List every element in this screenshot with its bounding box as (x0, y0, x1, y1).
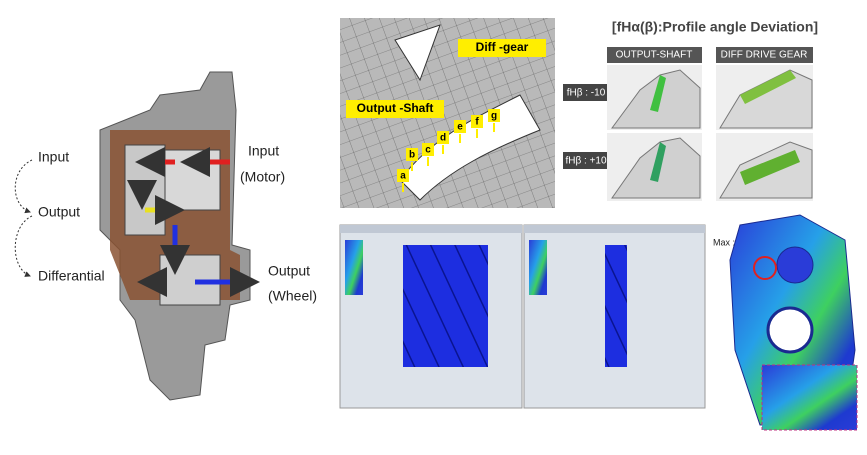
gearbox-input: Input (248, 143, 279, 159)
profile: [fHα(β):Profile angle Deviation] OUTPUT-… (563, 19, 818, 201)
diff-gear-label: Diff -gear (476, 40, 529, 54)
output-shaft-label: Output -Shaft (357, 101, 434, 115)
point-tag (422, 143, 434, 156)
point-tag (406, 148, 418, 161)
max-label: Max : (713, 237, 735, 247)
point-tag (437, 131, 449, 144)
point-label: g (491, 111, 497, 122)
column-label: OUTPUT-SHAFT (616, 50, 693, 61)
point-tag (488, 109, 500, 122)
point-label: b (409, 150, 415, 161)
gearbox-output-sub: (Wheel) (268, 288, 317, 304)
gearbox-output: Output (268, 263, 310, 279)
point-label: f (475, 117, 479, 128)
point-label: d (440, 133, 446, 144)
flow: Input Output Differantial (14, 149, 105, 284)
flow-differential: Differantial (38, 268, 105, 284)
point-tag (397, 169, 409, 182)
point-tag (454, 120, 466, 133)
fea-panels (339, 224, 706, 409)
contour: Max : (713, 214, 858, 431)
gearbox: Input (Motor) Output (Wheel) (99, 71, 317, 401)
point-label: c (425, 145, 431, 156)
mesh-image: Diff -gear Output -Shaft ab cde f g (340, 18, 555, 208)
diff-gear-tag (458, 39, 546, 57)
flow-output: Output (38, 204, 80, 220)
output-shaft-tag (346, 100, 444, 118)
point-tag (471, 115, 483, 128)
row-label: fHβ : +10 (565, 156, 606, 167)
flow-input: Input (38, 149, 69, 165)
point-label: e (457, 122, 463, 133)
point-label: a (400, 171, 406, 182)
gearbox-input-sub: (Motor) (240, 169, 285, 185)
row-label: fHβ : -10 (567, 88, 606, 99)
profile-title: [fHα(β):Profile angle Deviation] (612, 19, 818, 35)
column-label: DIFF DRIVE GEAR (721, 50, 808, 61)
